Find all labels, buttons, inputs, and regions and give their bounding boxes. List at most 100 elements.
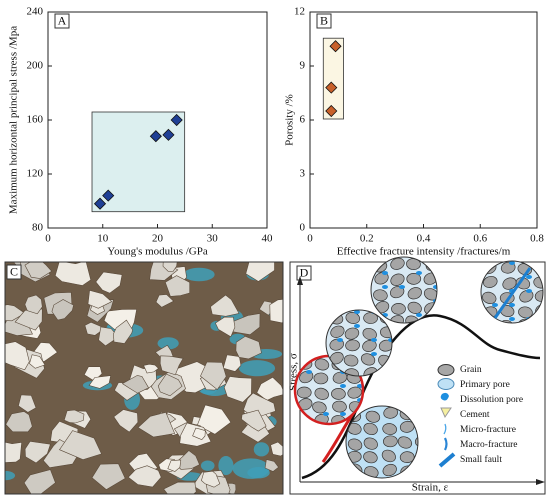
- panel-label-box: [6, 264, 22, 280]
- x-tick-label: 10: [97, 233, 109, 245]
- grain: [397, 436, 413, 449]
- arrow-head: [536, 479, 545, 485]
- grain: [113, 319, 133, 344]
- legend-icon: [443, 423, 447, 435]
- grain: [201, 470, 221, 488]
- legend-label: Primary pore: [460, 380, 510, 390]
- grain: [51, 299, 74, 321]
- grain: [29, 354, 46, 369]
- photo-frame: [4, 261, 284, 495]
- panel-label: C: [10, 264, 18, 278]
- grain: [362, 327, 377, 341]
- grain: [14, 308, 43, 331]
- grain: [378, 339, 392, 352]
- grain: [365, 410, 381, 423]
- panel-label: B: [320, 13, 328, 27]
- grain: [407, 287, 422, 300]
- pore: [253, 442, 270, 457]
- panel-label-box: [316, 13, 332, 29]
- grain: [519, 290, 534, 303]
- grain: [382, 423, 397, 435]
- grain: [5, 411, 33, 433]
- grain: [296, 386, 312, 399]
- grain: [499, 319, 515, 323]
- x-tick-label: 0: [45, 233, 51, 245]
- dissolution-pore: [354, 324, 360, 328]
- grain: [88, 375, 112, 389]
- grain: [24, 294, 43, 315]
- grain: [374, 272, 389, 285]
- y-tick-label: 120: [27, 168, 44, 180]
- grain: [502, 277, 517, 290]
- pore: [157, 337, 179, 350]
- point: [325, 81, 338, 94]
- pore: [232, 458, 270, 479]
- grain: [95, 271, 123, 294]
- grain: [91, 463, 126, 490]
- grain: [87, 289, 113, 309]
- legend-icon: [440, 407, 452, 419]
- grain: [24, 262, 53, 279]
- grain: [414, 435, 418, 448]
- grain: [482, 291, 497, 304]
- stress-strain-curve: [301, 314, 541, 480]
- y-axis-label: Maximum horizontal principal stress /Mpa: [8, 26, 20, 214]
- small-fault: [493, 267, 532, 319]
- grain: [381, 449, 396, 463]
- pore: [238, 360, 276, 377]
- dissolution-pore: [354, 310, 360, 314]
- dissolution-pore: [371, 338, 377, 342]
- grain: [363, 422, 378, 435]
- grain: [390, 273, 405, 286]
- dissolution-pore: [306, 370, 312, 374]
- grain: [210, 294, 240, 317]
- point: [93, 197, 107, 210]
- point: [102, 189, 115, 202]
- grain: [98, 326, 119, 347]
- grain: [313, 372, 329, 385]
- x-axis-label: Young's modulus /GPa: [107, 246, 208, 258]
- panel-label: A: [58, 13, 67, 27]
- y-tick-label: 12: [294, 6, 305, 18]
- grain: [215, 316, 236, 338]
- dissolution-pore: [340, 384, 346, 388]
- y-tick-label: 9: [300, 60, 306, 72]
- grain: [343, 354, 359, 367]
- x-tick-label: 0.8: [530, 233, 544, 245]
- grain: [399, 451, 415, 464]
- grain: [121, 375, 150, 394]
- grain: [270, 441, 283, 457]
- grain: [5, 441, 23, 463]
- dissolution-pore: [388, 338, 392, 342]
- dissolution-pore: [371, 352, 377, 356]
- grain: [137, 411, 176, 438]
- grain: [222, 354, 242, 372]
- point: [170, 113, 183, 127]
- grain: [59, 430, 102, 461]
- legend-label: Small fault: [460, 454, 502, 465]
- legend-label: Micro-fracture: [460, 424, 516, 435]
- dissolution-pore: [337, 338, 343, 342]
- grain: [483, 276, 498, 288]
- grain: [162, 262, 178, 272]
- panel-label-box: [296, 265, 312, 281]
- y-tick-label: 160: [27, 114, 44, 126]
- grain: [390, 257, 405, 270]
- legend-icon: [440, 392, 449, 401]
- legend-icon: [437, 364, 455, 376]
- grain: [157, 373, 183, 397]
- grain: [200, 361, 227, 391]
- grain: [84, 321, 102, 336]
- grain: [299, 370, 314, 384]
- grain: [314, 387, 329, 400]
- legend-label: Grain: [460, 365, 482, 375]
- x-tick-label: 0.6: [473, 233, 487, 245]
- grain: [5, 304, 26, 322]
- dissolution-pore: [382, 271, 388, 275]
- legend: Grain Primary pore Dissolution pore Cement M…: [437, 364, 523, 468]
- y-axis-label: Porosity /%: [284, 94, 296, 146]
- y-tick-label: 6: [300, 114, 306, 126]
- grain: [5, 341, 30, 371]
